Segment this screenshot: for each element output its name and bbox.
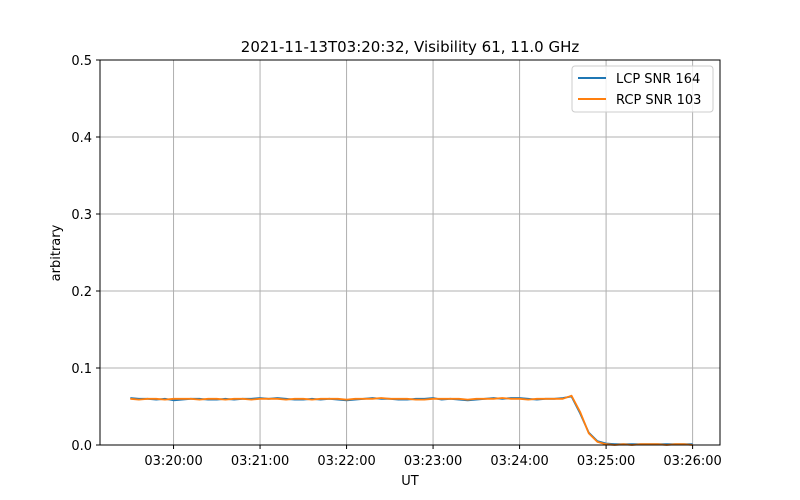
y-tick-label: 0.1 bbox=[71, 362, 92, 377]
legend-label-rcp: RCP SNR 103 bbox=[616, 93, 701, 108]
legend-label-lcp: LCP SNR 164 bbox=[616, 72, 700, 87]
y-ticks: 0.0 0.1 0.2 0.3 0.4 0.5 bbox=[71, 54, 100, 454]
y-tick-label: 0.4 bbox=[71, 131, 92, 146]
x-ticks: 03:20:00 03:21:00 03:22:00 03:23:00 03:24:00… bbox=[144, 445, 722, 469]
y-tick-label: 0.2 bbox=[71, 285, 92, 300]
legend: LCP SNR 164 RCP SNR 103 bbox=[571, 65, 714, 113]
x-tick-label: 03:21:00 bbox=[231, 454, 289, 469]
y-axis-label: arbitrary bbox=[49, 224, 64, 281]
x-axis-label: UT bbox=[401, 474, 419, 489]
series-line-rcp bbox=[130, 394, 693, 446]
x-tick-label: 03:26:00 bbox=[663, 454, 721, 469]
series-lines bbox=[130, 394, 693, 446]
axes-frame bbox=[99, 59, 721, 446]
y-tick-label: 0.3 bbox=[71, 208, 92, 223]
x-tick-label: 03:25:00 bbox=[577, 454, 635, 469]
y-tick-label: 0.5 bbox=[71, 54, 92, 69]
chart-title: 2021-11-13T03:20:32, Visibility 61, 11.0… bbox=[241, 38, 580, 56]
x-tick-label: 03:20:00 bbox=[144, 454, 202, 469]
x-tick-label: 03:23:00 bbox=[404, 454, 462, 469]
x-tick-label: 03:24:00 bbox=[490, 454, 548, 469]
y-tick-label: 0.0 bbox=[71, 439, 92, 454]
x-tick-label: 03:22:00 bbox=[317, 454, 375, 469]
